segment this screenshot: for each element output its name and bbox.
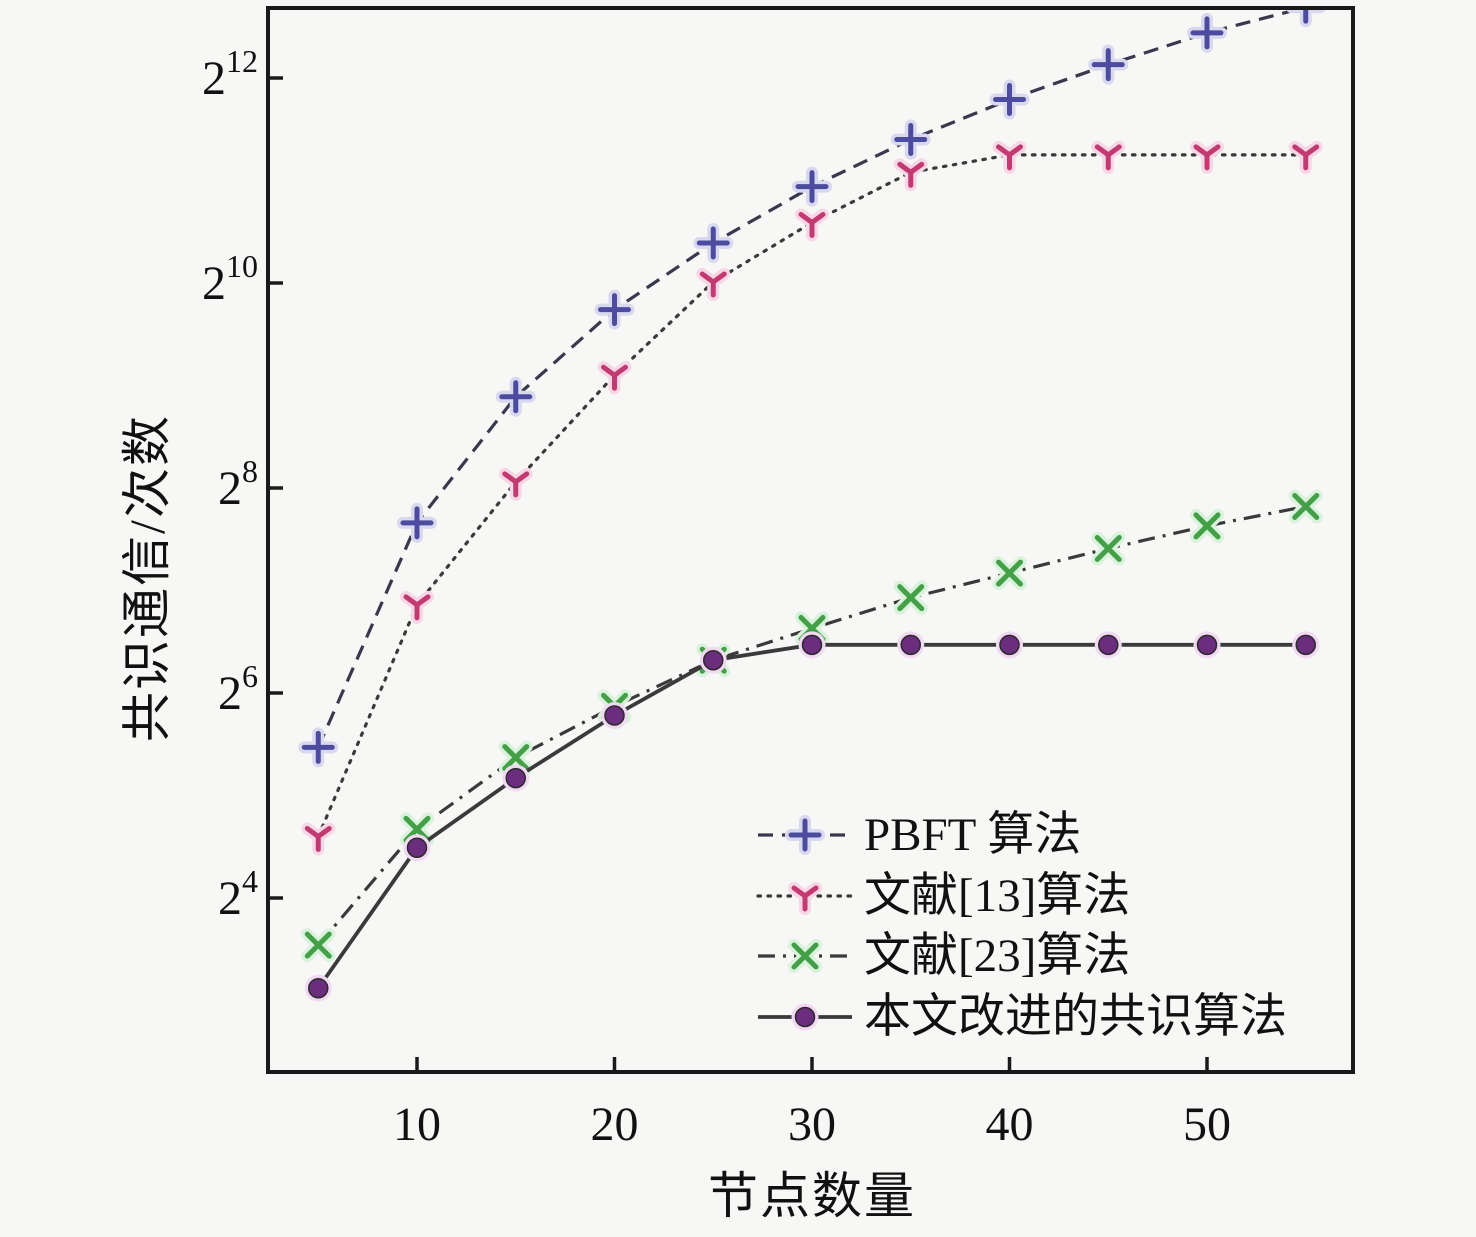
x-tick-label: 40 [986,1098,1034,1151]
y-tick-label: 212 [202,43,258,105]
x-axis-title: 节点数量 [708,1168,916,1224]
y-axis-title: 共识通信/次数 [119,414,175,742]
y-tick-label: 210 [202,248,258,310]
y-tick-label: 26 [218,658,258,720]
series-proposed [304,631,1320,1002]
legend-key-0 [758,815,852,855]
axis-ticks: 10 20 30 40 50 24 26 28 210 212 [202,43,1231,1151]
x-tick-label: 50 [1183,1098,1231,1151]
x-tick-label: 10 [393,1098,441,1151]
legend-key-3 [758,1003,852,1031]
y-tick-label: 28 [218,453,258,515]
legend-key-2 [758,939,852,973]
y-tick-label: 24 [218,863,258,925]
x-tick-label: 20 [591,1098,639,1151]
x-tick-label: 30 [788,1098,836,1151]
series-pbft [298,8,1326,768]
legend-key-1 [756,882,854,915]
series-ref13 [301,140,1323,856]
